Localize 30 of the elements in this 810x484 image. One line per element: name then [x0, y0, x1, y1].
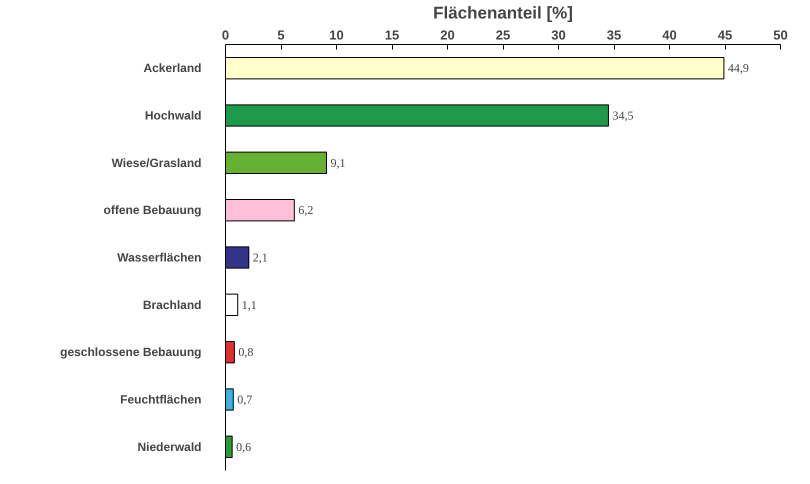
y-tick-label: Hochwald — [144, 108, 202, 122]
x-tick-label: 40 — [662, 28, 677, 42]
y-tick-label: Brachland — [142, 298, 202, 312]
x-tick-label: 10 — [329, 28, 344, 42]
data-label: 34,5 — [612, 108, 634, 122]
x-tick-label: 0 — [222, 28, 230, 42]
x-tick-label: 25 — [496, 28, 510, 42]
x-axis-title: Flächenanteil [%] — [433, 4, 573, 22]
y-tick-label: offene Bebauung — [104, 203, 202, 218]
data-label: 9,1 — [330, 156, 346, 170]
data-label: 0,7 — [237, 392, 252, 406]
y-tick-label: Feuchtflächen — [120, 392, 202, 406]
x-tick-label: 35 — [606, 28, 622, 42]
data-label: 0,6 — [236, 440, 252, 454]
y-tick-label: Wiese/Grasland — [112, 156, 202, 170]
data-label: 0,8 — [238, 345, 254, 360]
data-label: 1,1 — [242, 298, 257, 312]
data-label: 2,1 — [252, 250, 268, 264]
y-tick-label: geschlossene Bebauung — [60, 345, 202, 360]
x-tick-label: 30 — [551, 28, 566, 42]
x-tick-label: 20 — [440, 28, 455, 42]
y-tick-label: Ackerland — [143, 61, 202, 76]
x-tick-label: 45 — [718, 28, 732, 42]
data-label: 6,2 — [298, 203, 314, 218]
y-tick-label: Wasserflächen — [117, 250, 202, 264]
y-tick-label: Niederwald — [137, 440, 202, 454]
x-tick-label: 50 — [773, 28, 788, 42]
data-label: 44,9 — [728, 61, 749, 76]
x-tick-label: 15 — [384, 28, 400, 42]
x-tick-label: 5 — [277, 28, 285, 42]
